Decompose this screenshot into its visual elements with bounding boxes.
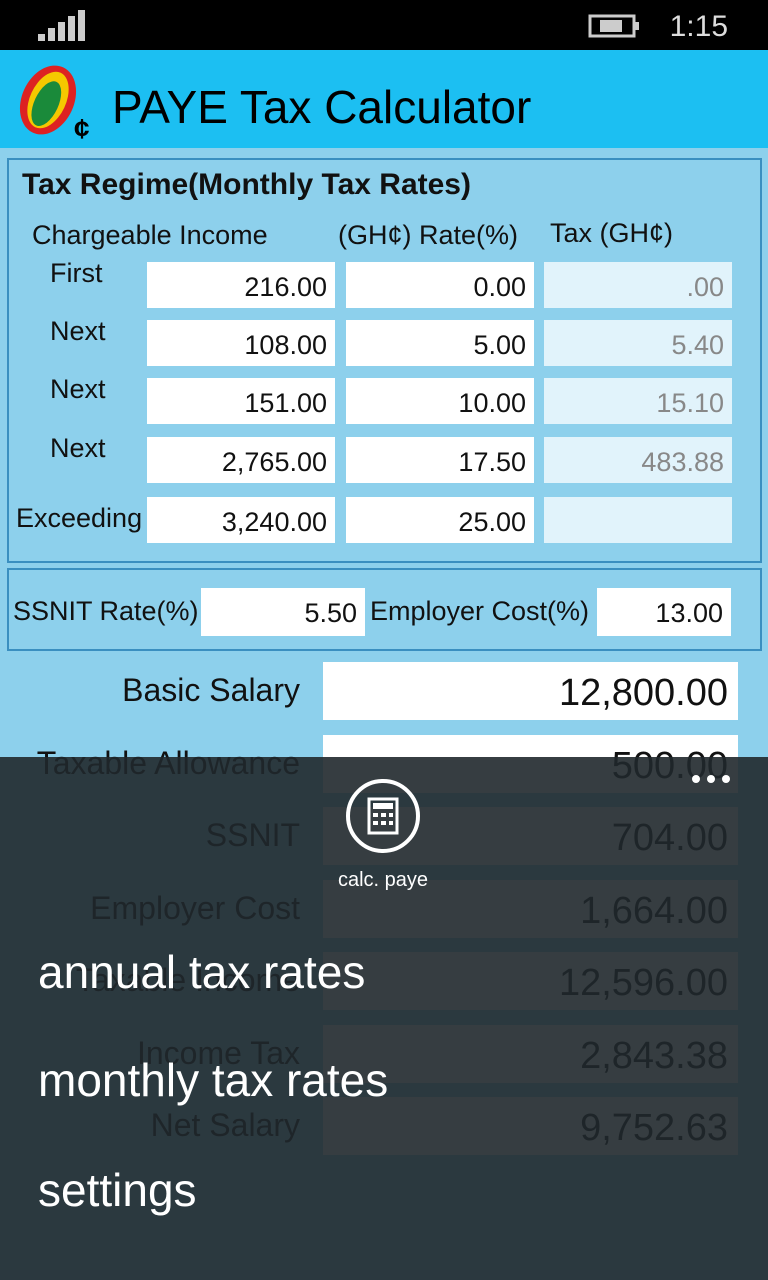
menu-item[interactable]: monthly tax rates: [38, 1054, 389, 1106]
clock: 1:15: [669, 10, 728, 43]
tax-output: 15.10: [544, 378, 732, 424]
status-bar: 1:15: [0, 0, 768, 50]
rate-input[interactable]: 25.00: [346, 497, 534, 543]
income-input[interactable]: 3,240.00: [147, 497, 335, 543]
tax-output: 5.40: [544, 320, 732, 366]
calc-icon[interactable]: [344, 777, 422, 855]
menu-item[interactable]: annual tax rates: [38, 946, 366, 998]
menu-item[interactable]: settings: [38, 1164, 197, 1216]
field-value[interactable]: 12,800.00: [323, 662, 738, 720]
row-label: Exceeding: [16, 503, 143, 533]
column-header: (GH¢) Rate(%): [338, 220, 519, 250]
income-input[interactable]: 216.00: [147, 262, 335, 308]
app-header: ¢ PAYE Tax Calculator: [0, 50, 768, 148]
row-label: Next: [50, 433, 106, 463]
tax-output: 483.88: [544, 437, 732, 483]
rate-input[interactable]: 0.00: [346, 262, 534, 308]
tax-output: .00: [544, 262, 732, 308]
row-label: Next: [50, 374, 106, 404]
rate-input[interactable]: 5.00: [346, 320, 534, 366]
more-button[interactable]: [690, 771, 734, 787]
battery-icon: [588, 14, 639, 38]
regime-title: Tax Regime(Monthly Tax Rates): [22, 168, 471, 201]
app-logo: ¢: [19, 65, 90, 142]
income-input[interactable]: 108.00: [147, 320, 335, 366]
income-input[interactable]: 2,765.00: [147, 437, 335, 483]
ssnit-panel: [7, 568, 762, 651]
income-input[interactable]: 151.00: [147, 378, 335, 424]
app-title: PAYE Tax Calculator: [112, 81, 532, 133]
column-header: Tax (GH¢): [550, 218, 674, 248]
column-header: Chargeable Income: [32, 220, 268, 250]
employer-input[interactable]: 13.00: [597, 588, 731, 636]
row-label: First: [50, 258, 103, 288]
svg-text:¢: ¢: [74, 113, 90, 142]
tax-output: [544, 497, 732, 543]
rate-input[interactable]: 10.00: [346, 378, 534, 424]
row-label: Next: [50, 316, 106, 346]
ssnit-label: SSNIT Rate(%): [13, 596, 199, 626]
field-label: Basic Salary: [122, 672, 300, 708]
regime-panel: [7, 158, 762, 563]
employer-label: Employer Cost(%): [370, 596, 590, 626]
rate-input[interactable]: 17.50: [346, 437, 534, 483]
ssnit-input[interactable]: 5.50: [201, 588, 365, 636]
app-bar: calc. paye annual tax rates monthly tax …: [0, 757, 768, 1280]
calc-label[interactable]: calc. paye: [337, 869, 429, 891]
signal-icon: [38, 10, 85, 41]
